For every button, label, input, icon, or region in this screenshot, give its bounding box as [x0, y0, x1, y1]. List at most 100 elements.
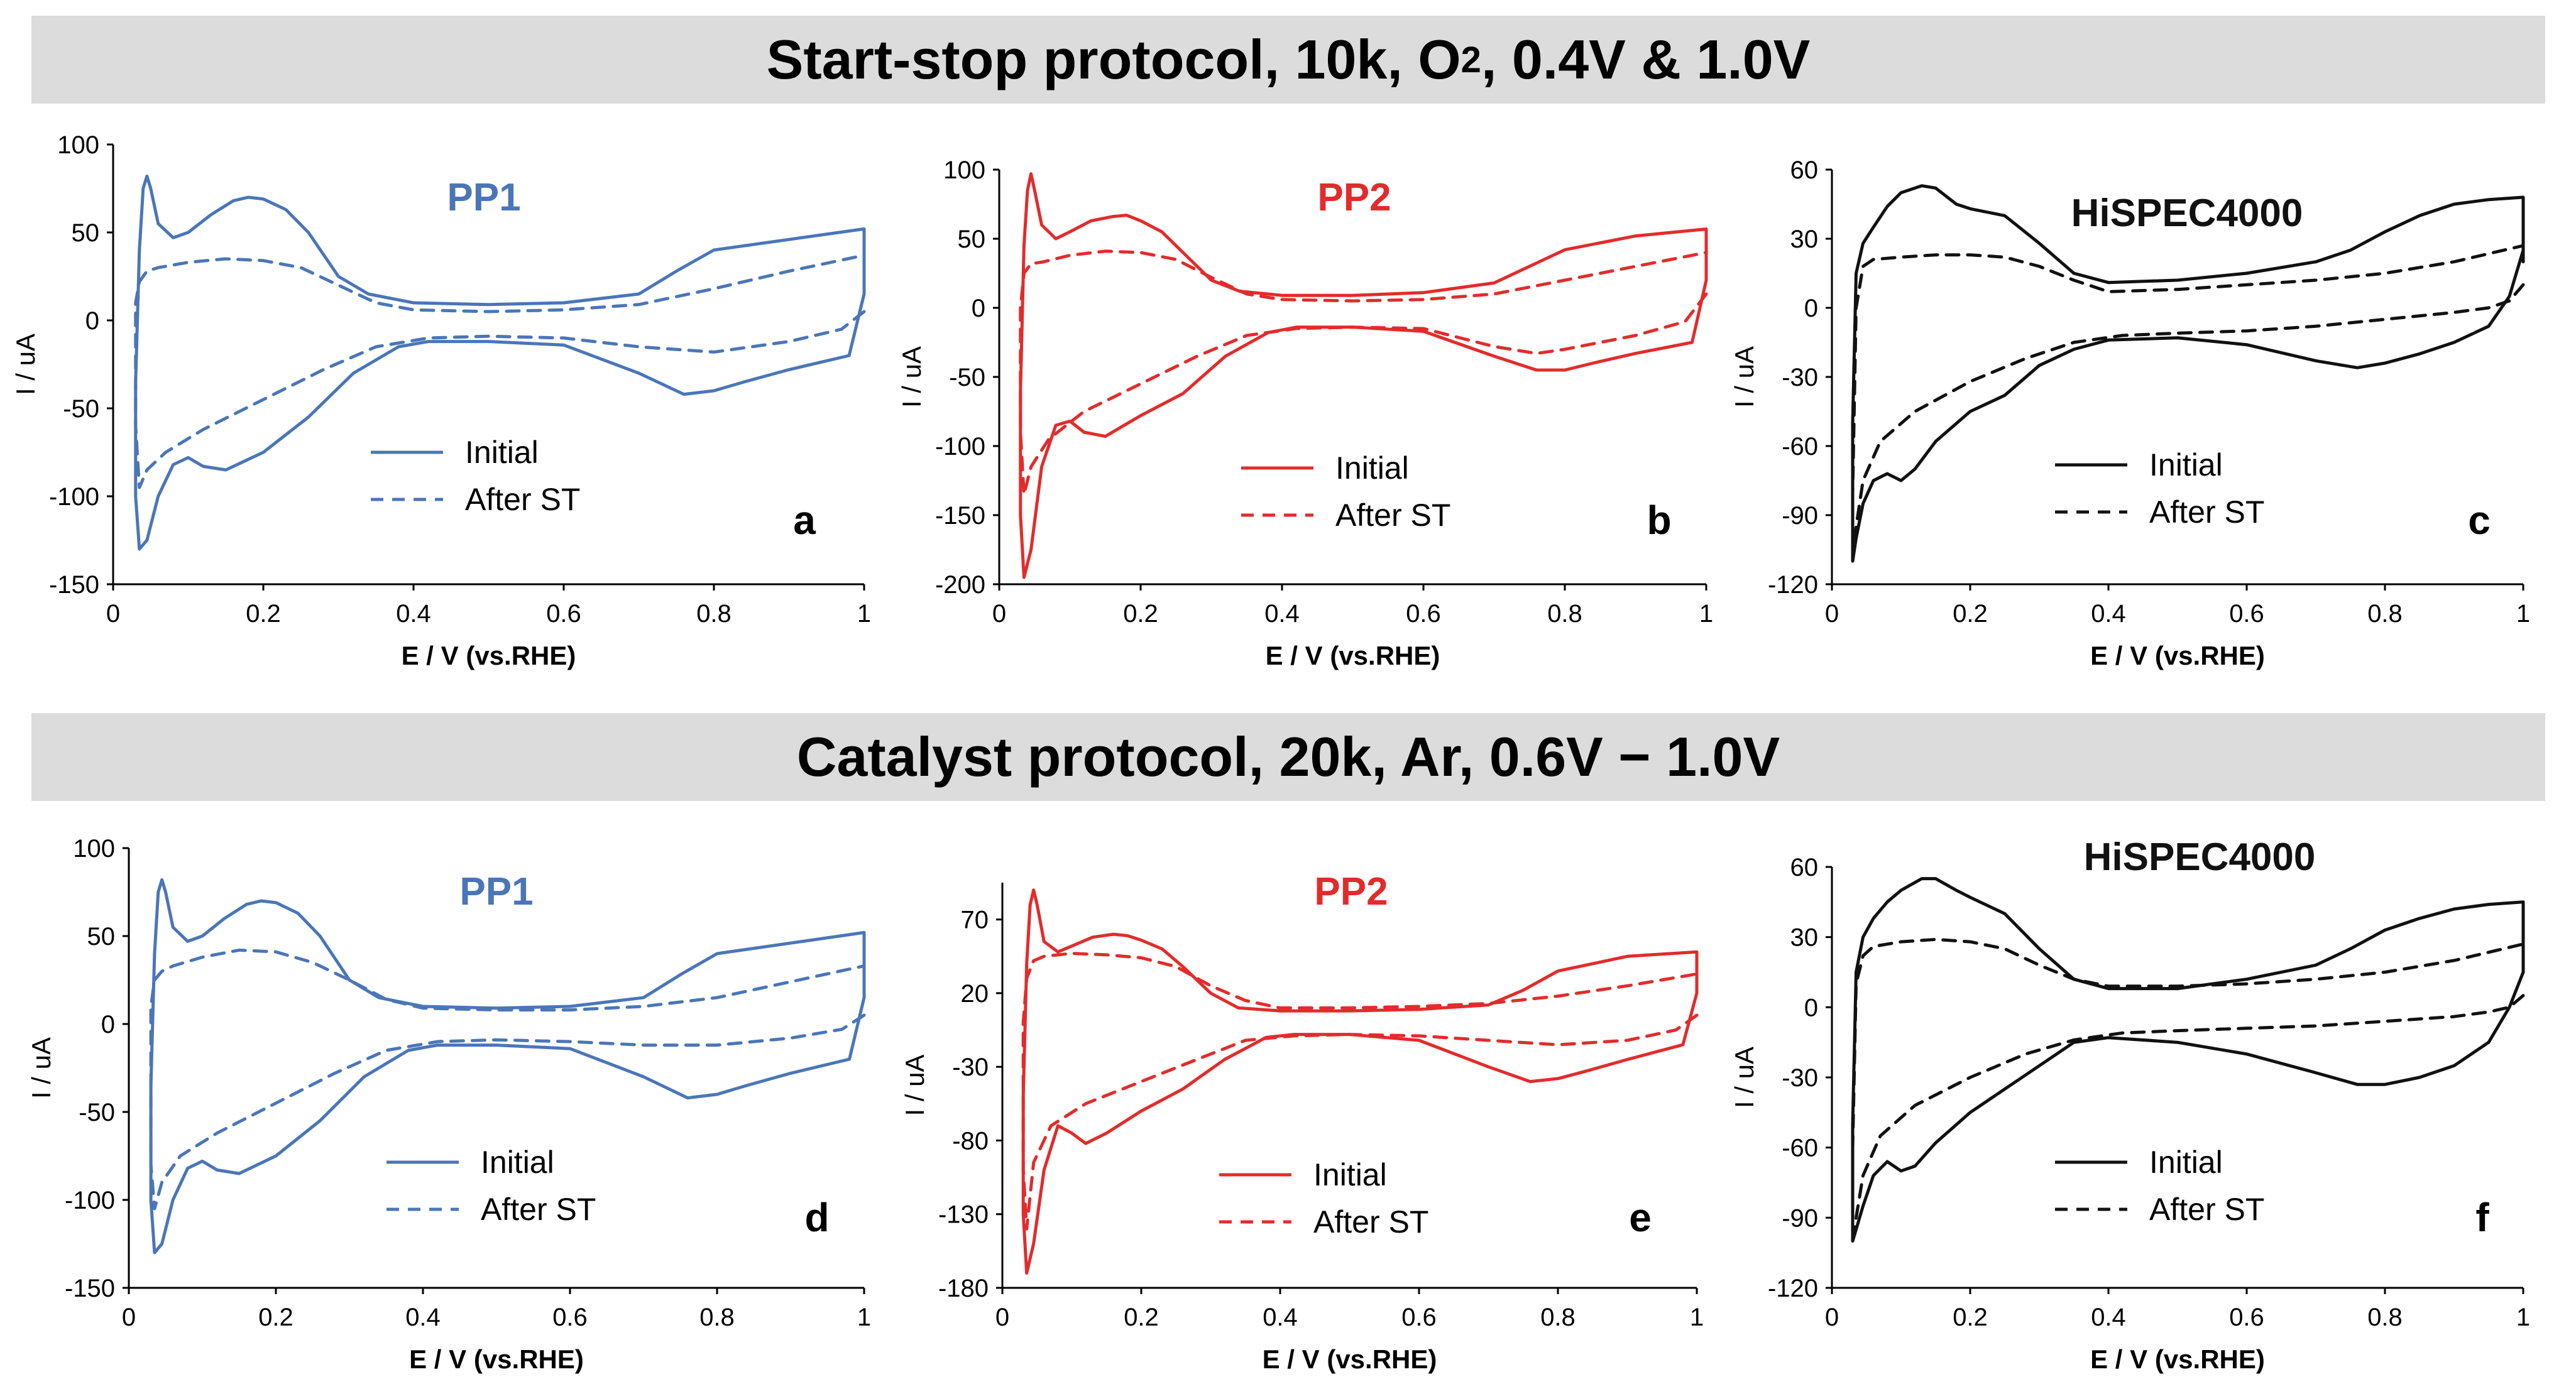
chart-panel-e: -180 -130 -80 -30 20 70 0 0.2 0.4 0.6 0.8 1 E / V (v… [900, 870, 1704, 1374]
y-tick-label: -90 [1782, 1204, 1818, 1232]
y-tick-label: 0 [1804, 994, 1818, 1021]
legend-label: Initial [465, 435, 539, 470]
x-tick-label: 0.4 [1264, 600, 1300, 628]
legend-label: After ST [465, 482, 580, 517]
y-tick-label: -50 [63, 395, 99, 423]
x-tick-label: 0.6 [2229, 1304, 2264, 1331]
x-axis-label: E / V (vs.RHE) [1263, 1344, 1437, 1374]
series-line-initial [1851, 877, 2525, 1243]
banner-bottom: Catalyst protocol, 20k, Ar, 0.6V − 1.0V [31, 713, 2545, 801]
x-tick-label: 0.8 [2367, 600, 2403, 628]
legend-label: Initial [481, 1145, 554, 1180]
x-tick-label: 0.4 [396, 600, 431, 628]
x-tick-label: 0.6 [552, 1304, 588, 1331]
y-tick-label: 50 [72, 219, 100, 247]
panel-title: PP2 [1317, 176, 1391, 219]
y-tick-label: -150 [49, 571, 99, 599]
legend-label: Initial [1313, 1157, 1387, 1192]
y-tick-label: -150 [65, 1275, 115, 1302]
chart-panel-b: -200 -150 -100 -50 0 50 100 0 0.2 0.4 0.6 0.8 1 E / V… [897, 156, 1713, 670]
x-tick-label: 0 [1825, 1304, 1839, 1331]
legend-label: After ST [2149, 494, 2264, 530]
y-tick-label: -80 [952, 1127, 989, 1155]
x-tick-label: 0.6 [2229, 600, 2264, 628]
series-line-after-st [1019, 249, 1708, 496]
x-tick-label: 1 [857, 1304, 871, 1331]
y-axis-label: I / uA [897, 346, 926, 408]
x-tick-label: 0 [992, 600, 1006, 628]
legend-label: Initial [2149, 447, 2223, 482]
panel-letter: e [1629, 1195, 1652, 1240]
legend-label: After ST [1335, 498, 1450, 533]
x-tick-label: 0.6 [546, 600, 581, 628]
y-tick-label: 60 [1790, 854, 1819, 881]
y-tick-label: -60 [1782, 433, 1818, 460]
y-axis-label: I / uA [1729, 346, 1759, 408]
banner-bottom-text: Catalyst protocol, 20k, Ar, 0.6V − 1.0V [796, 726, 1780, 788]
x-tick-label: 0.6 [1401, 1304, 1437, 1331]
legend-label: After ST [2149, 1192, 2264, 1227]
series-line-initial [1851, 184, 2525, 563]
x-tick-label: 1 [2516, 600, 2530, 628]
y-tick-label: 20 [961, 980, 989, 1008]
legend-label: Initial [2149, 1145, 2223, 1180]
y-tick-label: -50 [949, 364, 985, 391]
panel-title: PP2 [1314, 870, 1388, 913]
x-tick-label: 0.2 [246, 600, 281, 628]
x-axis-label: E / V (vs.RHE) [2090, 1344, 2265, 1374]
y-tick-label: -130 [938, 1201, 989, 1229]
x-tick-label: 0.8 [1547, 600, 1582, 628]
y-tick-label: -90 [1782, 502, 1818, 530]
y-axis-label: I / uA [1729, 1047, 1759, 1108]
chart-panel-c: -120 -90 -60 -30 0 30 60 0 0.2 0.4 0.6 0.8 1 E / V (v… [1729, 156, 2530, 670]
y-tick-label: 30 [1790, 924, 1819, 952]
x-axis-label: E / V (vs.RHE) [409, 1344, 584, 1374]
chart-panel-f: -120 -90 -60 -30 0 30 60 0 0.2 0.4 0.6 0.8 1 E / V (v… [1729, 836, 2530, 1374]
y-tick-label: 100 [943, 156, 985, 184]
y-tick-label: -180 [938, 1275, 989, 1302]
banner-top-suffix: , 0.4V & 1.0V [1481, 28, 1811, 90]
panel-letter: d [804, 1195, 829, 1240]
x-tick-label: 1 [857, 600, 871, 628]
x-tick-label: 0.2 [1123, 600, 1158, 628]
x-tick-label: 0.8 [699, 1304, 735, 1331]
banner-top-subscript: 2 [1461, 39, 1481, 80]
x-tick-label: 0.4 [2091, 600, 2126, 628]
series-line-initial [134, 174, 866, 551]
panel-title: PP1 [459, 870, 533, 913]
series-line-after-st [149, 948, 866, 1211]
y-tick-label: 50 [87, 923, 116, 951]
x-tick-label: 0.4 [2091, 1304, 2126, 1331]
y-tick-label: 0 [1804, 295, 1818, 322]
x-tick-label: 0.8 [696, 600, 732, 628]
y-tick-label: 50 [958, 226, 986, 253]
y-tick-label: -120 [1768, 571, 1818, 599]
x-axis-label: E / V (vs.RHE) [402, 641, 576, 670]
panel-title: HiSPEC4000 [2071, 192, 2303, 235]
y-tick-label: -30 [1782, 364, 1818, 391]
y-tick-label: -100 [49, 483, 99, 511]
series-line-after-st [134, 253, 866, 489]
panel-letter: a [793, 498, 816, 543]
series-line-after-st [1021, 952, 1699, 1231]
x-axis-label: E / V (vs.RHE) [1266, 641, 1440, 670]
y-tick-label: 70 [961, 907, 989, 934]
y-axis-label: I / uA [26, 1037, 56, 1099]
y-tick-label: -50 [79, 1099, 115, 1126]
y-axis-label: I / uA [900, 1054, 929, 1116]
x-tick-label: 0.4 [405, 1304, 441, 1331]
x-tick-label: 0.6 [1406, 600, 1441, 628]
series-line-initial [149, 878, 866, 1255]
y-tick-label: 60 [1790, 156, 1819, 184]
x-tick-label: 1 [2516, 1304, 2530, 1331]
chart-panel-d: -150 -100 -50 0 50 100 0 0.2 0.4 0.6 0.8 1 E / V (vs… [26, 835, 871, 1374]
x-tick-label: 1 [1699, 600, 1713, 628]
y-tick-label: 0 [972, 295, 985, 322]
y-tick-label: -100 [935, 433, 985, 460]
y-tick-label: 100 [57, 131, 99, 159]
series-line-after-st [1851, 937, 2525, 1243]
y-tick-label: 100 [73, 835, 115, 863]
panel-letter: b [1647, 498, 1671, 543]
y-tick-label: -150 [935, 502, 985, 530]
